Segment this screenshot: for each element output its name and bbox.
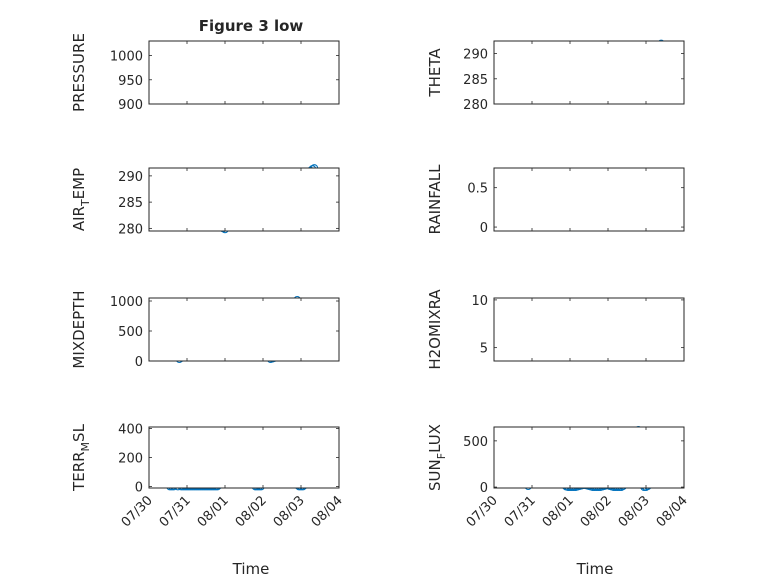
y-axis-label-main: THETA [426, 48, 444, 98]
y-tick-label: 5 [480, 342, 488, 357]
y-tick-label: 200 [118, 452, 143, 467]
x-tick-label: 08/04 [309, 493, 346, 530]
subplot-rainfall: 0 0.5 RAINFALL [426, 164, 685, 236]
y-tick-label: 500 [118, 325, 143, 340]
axes-box [493, 40, 685, 105]
y-tick-label: 0 [135, 481, 143, 496]
y-tick-label: 0 [135, 355, 143, 370]
y-axis-label-main: TERR [70, 451, 88, 492]
y-axis-label-subscript: M [79, 442, 92, 452]
y-axis-label-main: RAINFALL [426, 164, 444, 235]
y-tick-label: 285 [118, 196, 143, 211]
subplot-mixdepth: 0 500 1000 MIXDEPTH [70, 290, 340, 370]
y-axis-label: AIRTEMP [70, 168, 92, 231]
y-tick-label: 400 [118, 422, 143, 437]
subplot-sun-flux: 0 500 SUNFLUX 07/30 07/31 08/01 08/02 08/03 08/0… [426, 424, 691, 530]
x-tick-label: 07/31 [157, 493, 194, 530]
y-tick-label: 500 [463, 435, 488, 450]
y-axis-label: PRESSURE [70, 33, 88, 112]
y-tick-label: 0 [480, 221, 488, 236]
axes-box [493, 426, 685, 489]
y-axis-label-tail: SL [70, 423, 88, 442]
axes-box [493, 167, 685, 232]
axes-box [148, 297, 340, 362]
subplot-pressure: 900 950 1000 PRESSURE [70, 33, 340, 113]
y-axis-label-subscript: T [79, 199, 92, 207]
y-tick-label: 290 [463, 48, 488, 63]
y-tick-label: 285 [463, 73, 488, 88]
y-axis-label-main: H2OMIXRA [426, 289, 444, 370]
axes-box [148, 426, 340, 489]
axes-box [148, 40, 340, 105]
x-tick-label: 07/31 [502, 493, 539, 530]
y-axis-label-subscript: F [435, 453, 448, 459]
xlabel-right: Time [576, 560, 614, 578]
y-tick-label: 1000 [110, 295, 143, 310]
y-axis-label-main: MIXDEPTH [70, 290, 88, 368]
y-tick-label: 0 [480, 481, 488, 496]
y-axis-label-main: PRESSURE [70, 33, 88, 112]
y-axis-label-tail: EMP [70, 168, 88, 199]
axes-box [148, 167, 340, 232]
y-tick-label: 10 [471, 294, 488, 309]
x-tick-label: 08/03 [271, 493, 308, 530]
y-axis-label: H2OMIXRA [426, 289, 444, 370]
y-axis-label: THETA [426, 48, 444, 98]
x-tick-label: 07/30 [464, 493, 501, 530]
subplot-air-temp: 280 285 290 AIRTEMP [70, 164, 340, 237]
axes-box [493, 297, 685, 362]
figure-title: Figure 3 low [199, 17, 304, 35]
y-tick-label: 950 [118, 74, 143, 89]
y-tick-label: 0.5 [467, 182, 488, 197]
x-tick-label: 07/30 [119, 493, 156, 530]
y-tick-label: 280 [463, 98, 488, 113]
y-tick-label: 290 [118, 170, 143, 185]
y-axis-label: SUNFLUX [426, 424, 448, 491]
y-axis-label-main: SUN [426, 459, 444, 491]
x-tick-label: 08/01 [540, 493, 577, 530]
xlabel-left: Time [232, 560, 270, 578]
subplot-theta: 280 285 290 THETA [426, 39, 685, 113]
x-tick-label: 08/01 [195, 493, 232, 530]
x-tick-label: 08/03 [616, 493, 653, 530]
y-tick-label: 900 [118, 98, 143, 113]
x-tick-label: 08/04 [654, 493, 691, 530]
y-tick-label: 1000 [110, 50, 143, 65]
y-axis-label: MIXDEPTH [70, 290, 88, 368]
x-tick-label: 08/02 [233, 493, 270, 530]
x-tick-label: 08/02 [578, 493, 615, 530]
y-axis-label-tail: LUX [426, 424, 444, 453]
subplot-h2omixra: 5 10 H2OMIXRA [426, 289, 685, 370]
y-tick-label: 280 [118, 222, 143, 237]
subplot-terr-msl: 0 200 400 TERRMSL 07/30 07/31 08/01 08/02 08/03 0… [70, 422, 346, 530]
y-axis-label: TERRMSL [70, 423, 92, 492]
y-axis-label-main: AIR [70, 206, 88, 231]
y-axis-label: RAINFALL [426, 164, 444, 235]
